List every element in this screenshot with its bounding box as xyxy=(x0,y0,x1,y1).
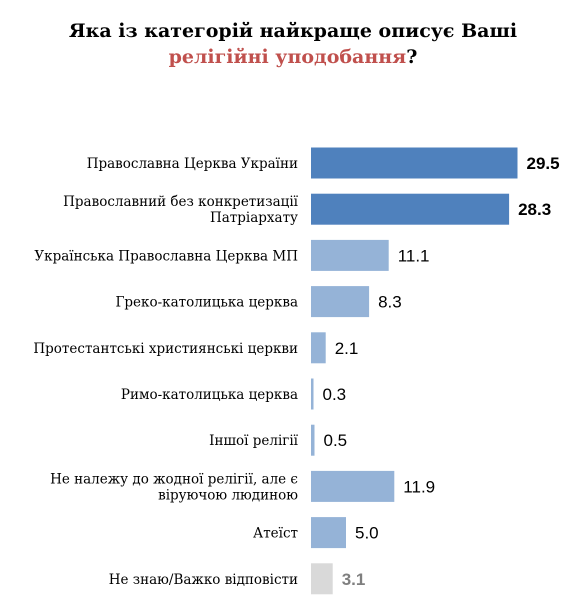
bar-5 xyxy=(311,378,314,410)
bar-7 xyxy=(311,470,395,502)
chart-title-line2: релігійні уподобання? xyxy=(0,44,586,70)
category-label-8: Атеїст xyxy=(253,526,298,542)
value-label-8: 5.0 xyxy=(355,524,379,543)
bar-1 xyxy=(311,193,510,225)
category-label-7-line-1: віруючою людиною xyxy=(158,487,298,503)
bar-4 xyxy=(311,332,326,364)
value-label-6: 0.5 xyxy=(324,431,348,450)
bar-0 xyxy=(311,147,518,179)
value-label-1: 28.3 xyxy=(518,200,551,219)
value-label-2: 11.1 xyxy=(398,246,430,265)
bar-6 xyxy=(311,424,315,456)
value-label-7: 11.9 xyxy=(403,477,435,496)
bar-9 xyxy=(311,563,333,595)
value-label-0: 29.5 xyxy=(527,154,560,173)
bar-2 xyxy=(311,239,389,271)
category-label-3: Греко-католицька церква xyxy=(115,295,298,311)
value-label-9: 3.1 xyxy=(342,570,366,589)
category-label-1-line-1: Патріархату xyxy=(210,210,298,226)
value-label-3: 8.3 xyxy=(378,293,402,312)
category-label-2: Українська Православна Церква МП xyxy=(34,248,298,264)
category-label-7-line-0: Не належу до жодної релігії, але є xyxy=(50,471,298,487)
chart-title-line1: Яка із категорій найкраще описує Ваші xyxy=(68,20,518,42)
category-label-0: Православна Церква України xyxy=(87,156,298,172)
bar-8 xyxy=(311,517,346,549)
category-label-4: Протестантські християнські церкви xyxy=(33,341,298,357)
chart-title: Яка із категорій найкраще описує Ваші ре… xyxy=(0,18,586,70)
chart-title-end: ? xyxy=(406,46,418,68)
value-label-4: 2.1 xyxy=(335,339,359,358)
category-label-1-line-0: Православний без конкретизації xyxy=(63,194,299,210)
category-label-9: Не знаю/Важко відповісти xyxy=(109,572,298,588)
chart-title-highlight: релігійні уподобання xyxy=(168,46,407,68)
category-label-5: Римо-католицька церква xyxy=(121,387,298,403)
value-label-5: 0.3 xyxy=(323,385,347,404)
category-label-6: Іншої релігії xyxy=(209,433,299,449)
bar-3 xyxy=(311,286,370,318)
